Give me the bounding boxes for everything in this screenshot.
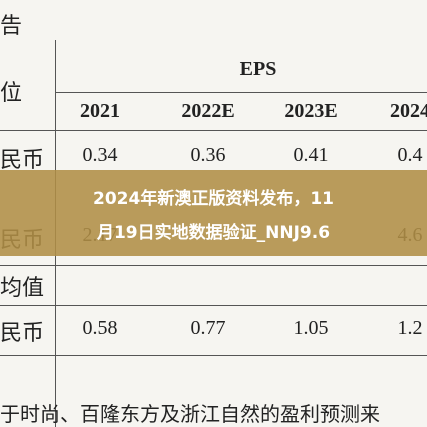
unit-label: 位 — [0, 80, 23, 105]
cell: 0.34 — [82, 144, 118, 166]
cell: 0.58 — [82, 317, 118, 339]
cell: 1.05 — [293, 317, 329, 339]
banner-line: 月19日实地数据验证_NNJ9.6 — [96, 223, 331, 243]
column-header: 2024 — [390, 100, 427, 122]
rule — [56, 92, 427, 93]
cell: 1.2 — [397, 317, 423, 339]
row-label: 民币 — [0, 147, 45, 172]
row-label: 民币 — [0, 320, 45, 345]
banner-line: 2024年新澳正版资料发布，11 — [93, 189, 334, 209]
column-header: 2023E — [284, 100, 338, 122]
footnote: 于时尚、百隆东方及浙江自然的盈利预测来 — [0, 404, 380, 426]
overlay-banner: 2024年新澳正版资料发布，11 月19日实地数据验证_NNJ9.6 — [0, 170, 427, 256]
cell: 0.77 — [190, 317, 226, 339]
cell: 0.41 — [293, 144, 329, 166]
column-header: 2021 — [80, 100, 120, 122]
rule — [0, 130, 427, 131]
rule — [0, 355, 427, 356]
cell: 0.36 — [190, 144, 226, 166]
rule — [0, 265, 427, 266]
rule — [0, 305, 427, 306]
section-title: 告 — [0, 13, 23, 38]
section-label: 均值 — [0, 275, 45, 300]
cell: 0.4 — [397, 144, 423, 166]
group-header: EPS — [239, 58, 277, 80]
column-header: 2022E — [181, 100, 235, 122]
